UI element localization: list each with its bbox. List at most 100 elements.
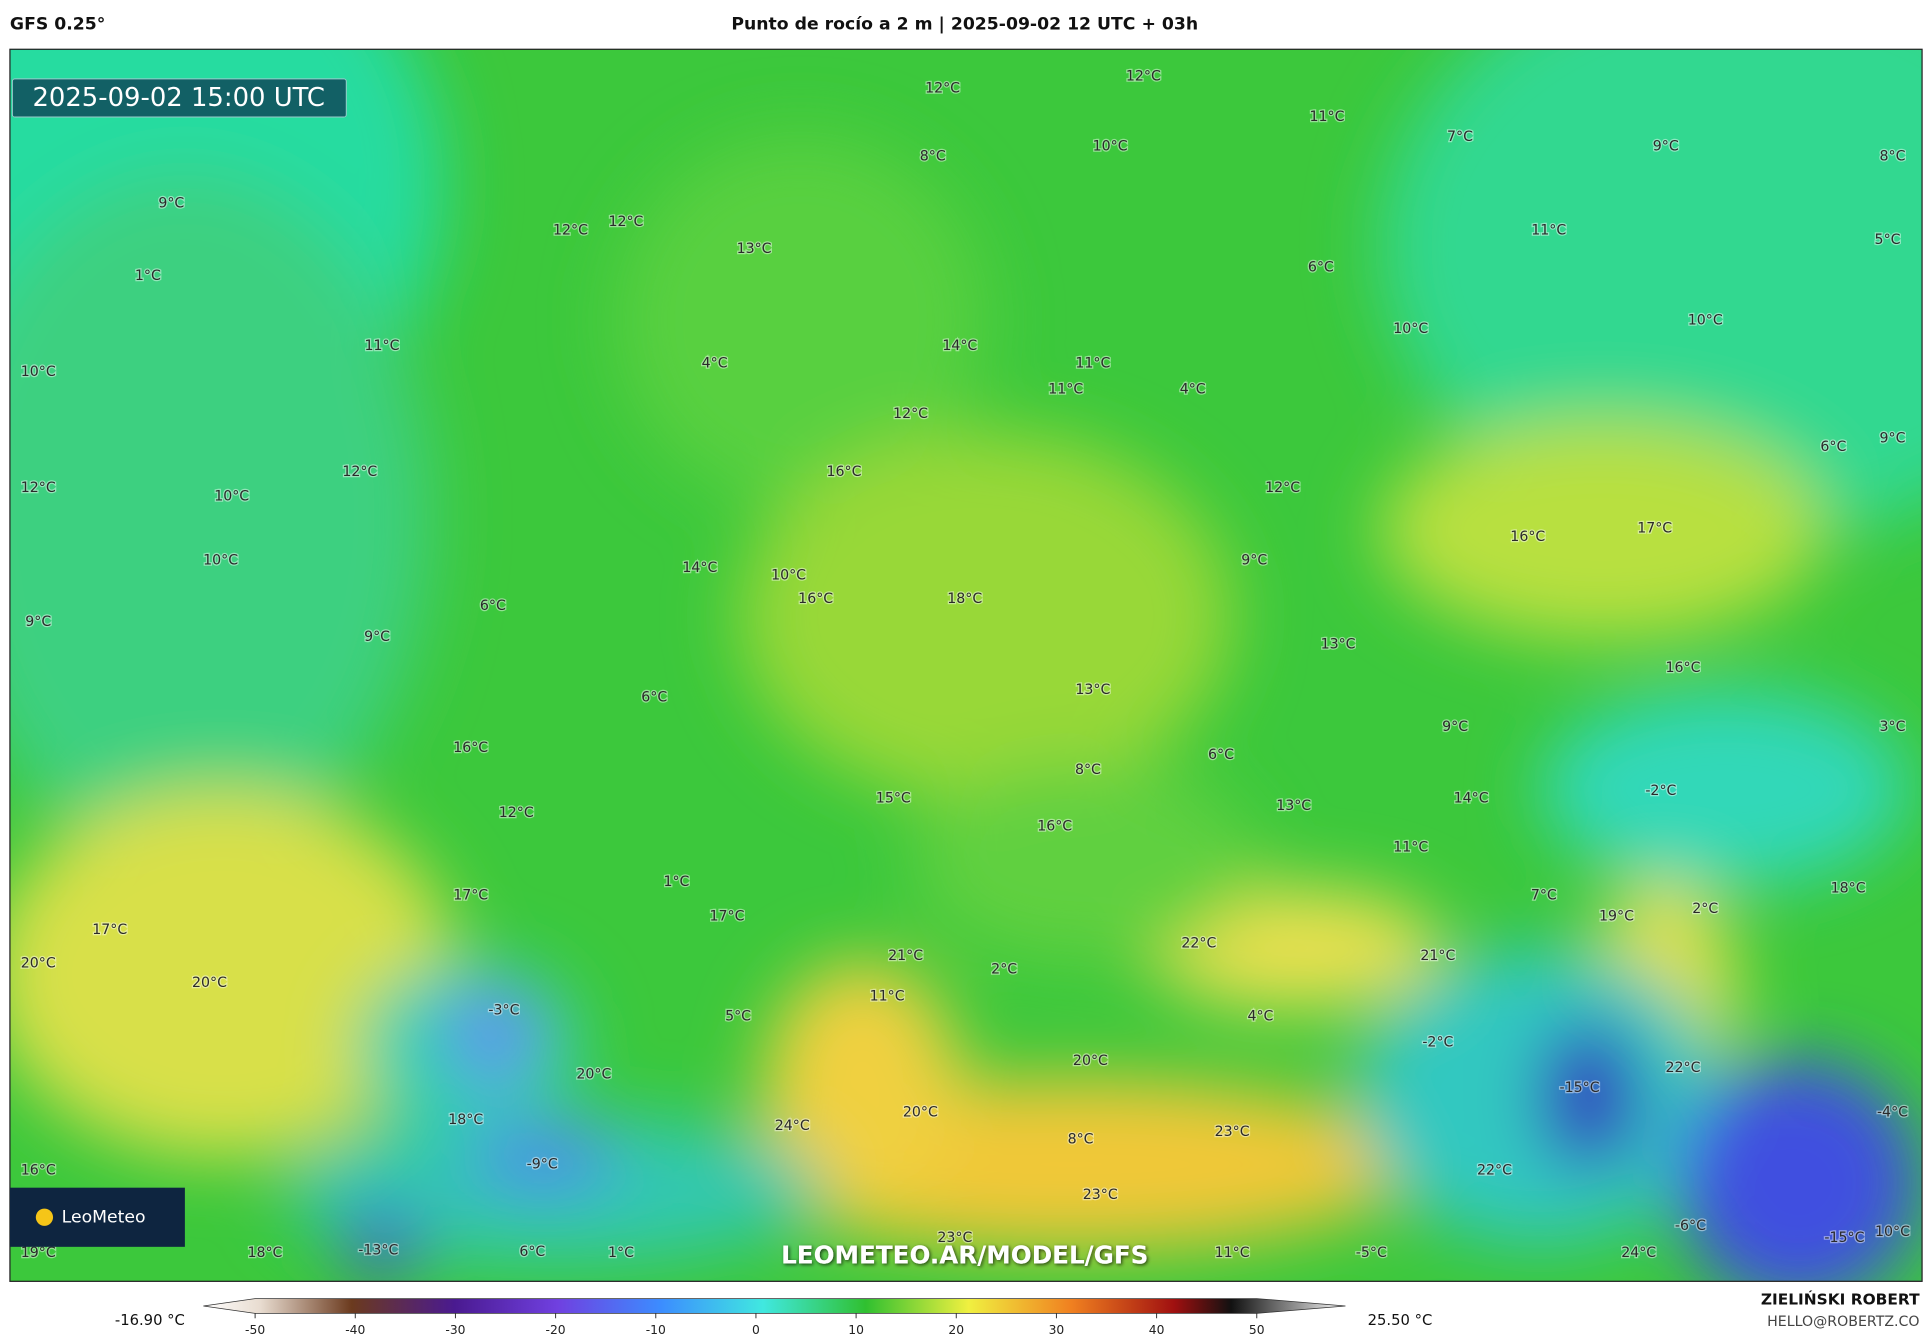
temperature-label: 13°C: [1276, 798, 1311, 814]
temperature-label: 10°C: [214, 489, 249, 505]
temperature-label: 16°C: [1510, 529, 1545, 545]
temperature-label: 11°C: [1393, 840, 1428, 856]
colorbar-min: -16.90 °C: [115, 1312, 185, 1329]
colorbar-ticks: -50 -40 -30 -20 -10 0 10 20 30 40 50: [245, 1313, 1265, 1337]
temperature-label: 18°C: [1831, 880, 1866, 896]
shading-blob: [443, 985, 543, 1085]
temperature-label: 1°C: [663, 874, 689, 890]
temperature-label: 2°C: [1692, 901, 1718, 917]
shading-blob: [1540, 1022, 1639, 1171]
temperature-label: 16°C: [1037, 819, 1072, 835]
email: HELLO@ROBERTZ.CO: [1767, 1314, 1919, 1330]
temperature-label: 11°C: [365, 338, 400, 354]
temperature-label: 10°C: [203, 553, 238, 569]
shading-blob: [616, 135, 986, 506]
temperature-label: 13°C: [1075, 682, 1110, 698]
map-labels: 12°C 12°C 11°C 7°C 9°C 8°C 8°C 10°C 9°C 12°C 12°C 1…: [20, 67, 1912, 1262]
model-label: GFS 0.25°: [10, 15, 105, 35]
temperature-label: 9°C: [25, 614, 51, 630]
shading-blob: [911, 763, 1257, 961]
temperature-label: 16°C: [798, 591, 833, 607]
temperature-label: 16°C: [21, 1162, 56, 1178]
temperature-label: 14°C: [682, 560, 717, 576]
temperature-label: 6°C: [1820, 439, 1846, 455]
temperature-label: 11°C: [1075, 355, 1110, 371]
temperature-label: -5°C: [1356, 1245, 1387, 1261]
shading-blob: [338, 1213, 426, 1276]
temperature-label: 6°C: [1208, 747, 1234, 763]
temperature-label: 6°C: [480, 598, 506, 614]
temperature-label: 11°C: [1215, 1245, 1250, 1261]
colorbar-tick-label: 50: [1249, 1323, 1265, 1337]
temperature-label: 24°C: [1621, 1245, 1656, 1261]
temperature-label: 9°C: [1442, 719, 1468, 735]
colorbar-tick-label: 20: [948, 1323, 964, 1337]
colorbar: [203, 1298, 1346, 1314]
temperature-label: 15°C: [876, 790, 911, 806]
temperature-label: -15°C: [1824, 1230, 1864, 1246]
colorbar-tick-label: 0: [752, 1323, 760, 1337]
temperature-label: 22°C: [1181, 936, 1216, 952]
logo-sun: [35, 1208, 54, 1226]
colorbar-tick-label: -20: [546, 1323, 566, 1337]
shading-blob: [1675, 1059, 1923, 1282]
shading-blob: [9, 172, 432, 863]
temperature-label: 11°C: [1309, 109, 1344, 125]
temperature-label: 10°C: [21, 364, 56, 380]
temperature-label: 9°C: [158, 195, 184, 211]
temperature-label: 6°C: [641, 689, 667, 705]
temperature-label: 20°C: [21, 955, 56, 971]
temperature-label: 14°C: [942, 338, 977, 354]
colorbar-max: 25.50 °C: [1368, 1312, 1433, 1329]
temperature-label: 20°C: [1073, 1053, 1108, 1069]
temperature-label: 18°C: [247, 1245, 282, 1261]
temperature-label: 21°C: [888, 948, 923, 964]
temperature-label: 8°C: [1075, 762, 1101, 778]
temperature-label: 9°C: [1653, 139, 1679, 155]
temperature-label: 18°C: [947, 591, 982, 607]
temperature-label: 10°C: [1093, 139, 1128, 155]
colorbar-tick-label: 30: [1049, 1323, 1065, 1337]
temperature-label: 4°C: [1247, 1008, 1273, 1024]
temperature-label: 23°C: [1215, 1124, 1250, 1140]
shading-blob: [1380, 49, 1923, 543]
temperature-label: -2°C: [1422, 1034, 1453, 1050]
temperature-label: 21°C: [1420, 948, 1455, 964]
temperature-label: 20°C: [192, 975, 227, 991]
temperature-label: -15°C: [1560, 1080, 1600, 1096]
temperature-label: 16°C: [453, 740, 488, 756]
temperature-label: 11°C: [1048, 381, 1083, 397]
temperature-label: 6°C: [519, 1244, 545, 1260]
temperature-label: -4°C: [1877, 1105, 1908, 1121]
temperature-label: 12°C: [893, 406, 928, 422]
colorbar-tick-label: -50: [245, 1323, 265, 1337]
shading-blob: [283, 1115, 826, 1263]
timestamp-box: [11, 78, 347, 118]
shading-blob: [9, 788, 456, 1159]
temperature-label: 19°C: [1599, 909, 1634, 925]
temperature-label: 10°C: [1688, 312, 1723, 328]
field-shading: [9, 49, 1923, 1282]
shading-blob: [763, 960, 962, 1208]
temperature-label: 18°C: [448, 1112, 483, 1128]
temperature-label: 4°C: [1180, 381, 1206, 397]
shading-blob: [1540, 689, 1910, 888]
temperature-label: 7°C: [1531, 888, 1557, 904]
temperature-label: 9°C: [364, 629, 390, 645]
temperature-label: 8°C: [1880, 148, 1906, 164]
map-title: Punto de rocío a 2 m | 2025-09-02 12 UTC…: [731, 15, 1198, 35]
temperature-label: 12°C: [1126, 68, 1161, 84]
temperature-label: 12°C: [21, 480, 56, 496]
temperature-label: 2°C: [991, 962, 1017, 978]
map-frame: [9, 48, 1923, 1282]
temperature-label: 13°C: [737, 241, 772, 257]
colorbar-tick-label: -40: [345, 1323, 365, 1337]
temperature-label: 12°C: [925, 81, 960, 97]
temperature-label: 9°C: [1241, 553, 1267, 569]
shading-blob: [739, 431, 1233, 801]
temperature-label: 20°C: [576, 1066, 611, 1082]
colorbar-tick-label: 10: [848, 1323, 864, 1337]
temperature-label: 12°C: [608, 214, 643, 230]
temperature-label: 12°C: [1265, 480, 1300, 496]
temperature-label: 16°C: [1666, 660, 1701, 676]
